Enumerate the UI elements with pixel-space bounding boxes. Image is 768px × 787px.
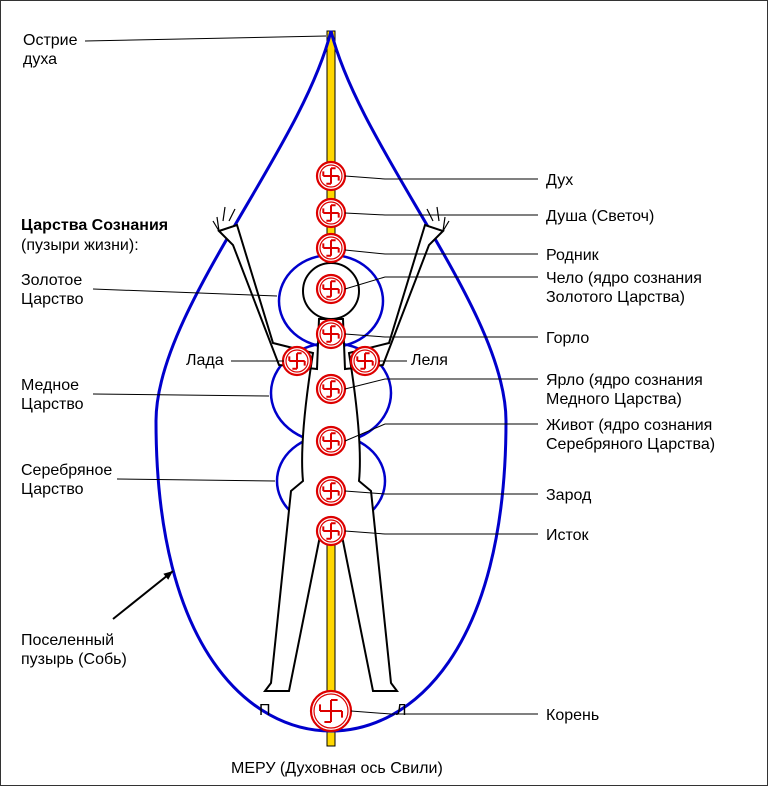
label-r_dusha: Душа (Светоч)	[546, 207, 654, 226]
label-foot_l: Л	[396, 701, 407, 720]
label-r_dukh: Дух	[546, 171, 573, 190]
label-left1: Золотое Царство	[21, 271, 84, 309]
diagram-container: Острие духа Царства Сознания(пузыри жизни…	[0, 0, 768, 786]
label-r_gorlo: Горло	[546, 329, 589, 348]
label-r_yarlo: Ярло (ядро сознания Медного Царства)	[546, 371, 703, 409]
label-r_rodnik: Родник	[546, 246, 599, 265]
label-r_koren: Корень	[546, 706, 599, 725]
label-left2: Медное Царство	[21, 376, 84, 414]
label-r_zhivot: Живот (ядро сознания Серебряного Царства…	[546, 416, 715, 454]
label-r_zarod: Зарод	[546, 486, 591, 505]
label-lelya: Леля	[411, 351, 448, 370]
label-r_istok: Исток	[546, 526, 589, 545]
label-left_block_title: Царства Сознания	[21, 216, 168, 235]
label-top_left: Острие духа	[23, 31, 78, 69]
label-lada: Лада	[186, 351, 224, 370]
label-r_chelo: Чело (ядро сознания Золотого Царства)	[546, 269, 702, 307]
label-left_bubble: Поселенный пузырь (Собь)	[21, 631, 127, 669]
label-left3: Серебряное Царство	[21, 461, 112, 499]
label-bottom: МЕРУ (Духовная ось Свили)	[231, 759, 443, 778]
label-foot_p: П	[259, 701, 271, 720]
label-left_block_sub: (пузыри жизни):	[21, 236, 139, 255]
